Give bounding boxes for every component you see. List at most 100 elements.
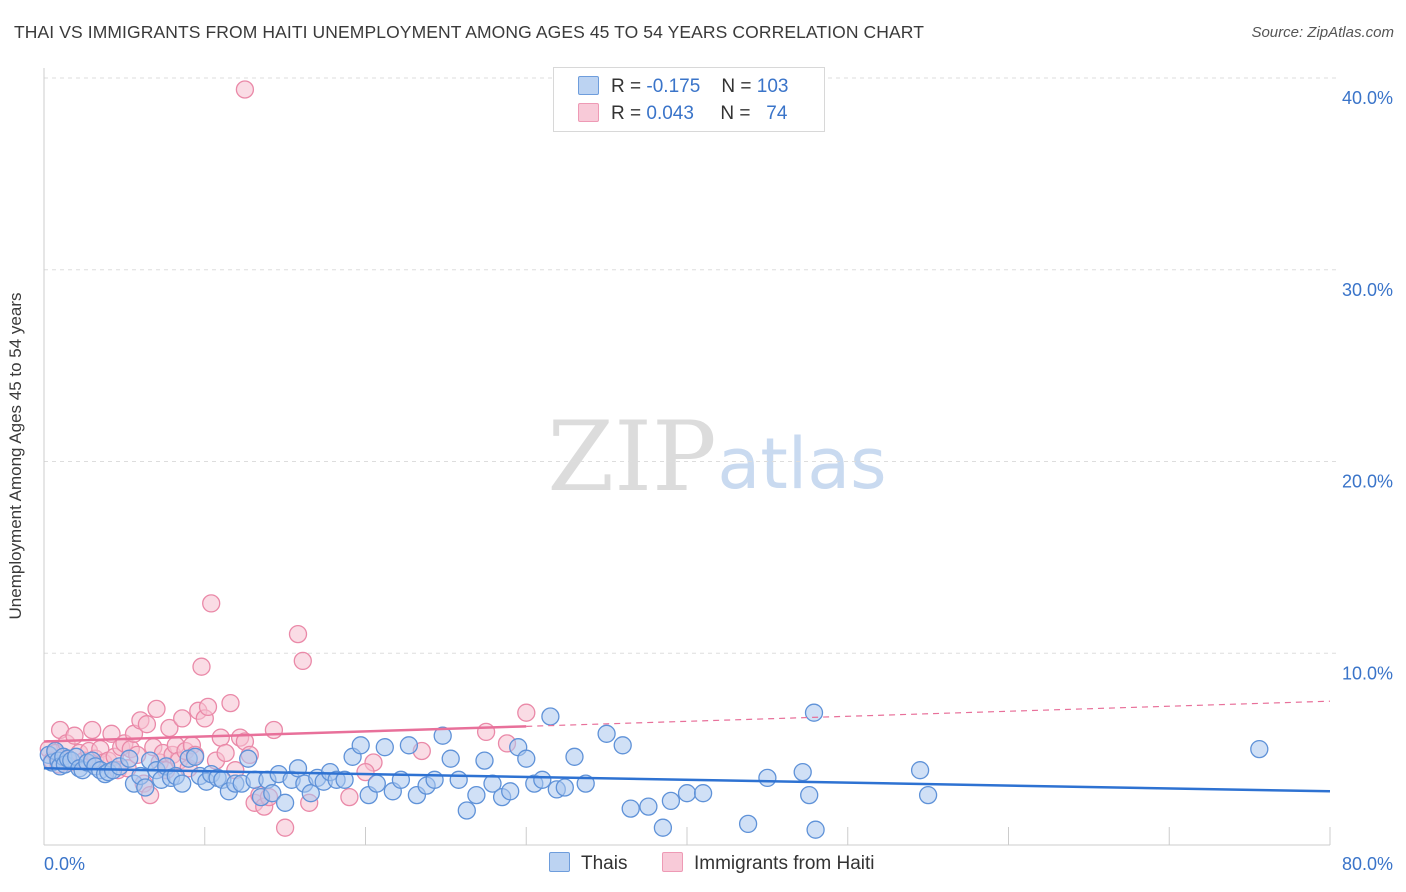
- data-point-thais: [597, 724, 616, 743]
- data-point-thais: [738, 814, 758, 834]
- data-point-thais: [433, 726, 452, 745]
- y-tick-labels: 10.0% 20.0% 30.0% 40.0%: [1342, 88, 1393, 683]
- data-point-thais: [399, 736, 419, 755]
- data-point-thais: [793, 762, 812, 782]
- data-point-thais: [576, 774, 595, 793]
- data-point-thais: [335, 770, 354, 789]
- y-tick-label: 20.0%: [1342, 472, 1393, 492]
- legend-r-label: R =: [611, 76, 642, 97]
- data-point-thais: [693, 784, 713, 803]
- x-tick-label-min: 0.0%: [44, 854, 85, 874]
- data-point-thais: [457, 801, 476, 820]
- series-legend-thais: Thais: [549, 852, 627, 875]
- data-point-thais: [677, 784, 697, 803]
- y-tick-label: 40.0%: [1342, 88, 1393, 108]
- legend-r-value-haiti: 0.043: [646, 103, 694, 124]
- data-point-thais: [758, 768, 777, 788]
- data-point-thais: [351, 736, 370, 755]
- data-point-thais: [185, 747, 205, 766]
- data-point-thais: [501, 782, 520, 801]
- data-point-haiti: [275, 818, 295, 837]
- data-point-thais: [613, 736, 632, 755]
- data-point-thais: [804, 703, 824, 722]
- trend-line-haiti: [43, 725, 527, 743]
- data-point-thais: [661, 791, 681, 811]
- source-credit: Source: ZipAtlas.com: [1251, 24, 1394, 41]
- data-point-thais: [425, 770, 444, 789]
- data-point-haiti: [476, 722, 496, 742]
- data-point-thais: [275, 793, 295, 812]
- x-tick-labels: 0.0% 80.0%: [44, 854, 1393, 874]
- x-tick-label-max: 80.0%: [1342, 854, 1393, 874]
- data-point-thais: [918, 785, 938, 805]
- legend-n-label: N =: [720, 103, 751, 124]
- data-point-thais: [449, 770, 468, 789]
- data-point-haiti: [173, 709, 192, 728]
- legend-swatch-haiti: [578, 103, 599, 122]
- watermark-zip: ZIP: [547, 401, 716, 513]
- data-point-haiti: [198, 697, 218, 717]
- haiti-points: [39, 80, 536, 837]
- y-tick-label: 10.0%: [1342, 663, 1393, 683]
- trend-lines: [43, 700, 1331, 793]
- watermark-atlas: atlas: [717, 423, 886, 505]
- y-tick-label: 30.0%: [1342, 280, 1393, 300]
- data-point-thais: [239, 749, 258, 768]
- data-point-thais: [375, 738, 394, 757]
- data-point-haiti: [221, 693, 240, 713]
- legend-row-haiti: R = 0.043 N = 74: [578, 103, 787, 127]
- data-point-thais: [533, 770, 552, 789]
- series-legend-thais-label: Thais: [581, 853, 628, 874]
- data-point-haiti: [216, 743, 235, 763]
- legend-swatch-thais: [578, 76, 599, 95]
- data-point-haiti: [264, 720, 284, 740]
- data-point-haiti: [356, 762, 375, 782]
- data-point-haiti: [137, 715, 157, 734]
- data-point-thais: [800, 785, 819, 805]
- legend-n-value-haiti: 74: [766, 103, 788, 124]
- data-point-thais: [1250, 739, 1269, 759]
- data-point-thais: [541, 707, 560, 726]
- data-point-thais: [806, 820, 825, 839]
- data-point-thais: [367, 774, 386, 793]
- legend-r-label: R =: [611, 103, 642, 124]
- data-point-haiti: [83, 720, 102, 740]
- data-point-thais: [441, 749, 460, 768]
- data-point-thais: [653, 818, 673, 837]
- data-point-haiti: [288, 624, 308, 644]
- data-point-thais: [621, 799, 640, 818]
- thais-points: [39, 703, 1269, 839]
- axes: [43, 68, 1331, 846]
- data-point-haiti: [340, 787, 359, 807]
- trend-line-thais: [43, 767, 1331, 793]
- gridlines: [44, 77, 1338, 654]
- data-point-thais: [639, 797, 658, 816]
- trend-line-haiti-extension: [526, 700, 1331, 727]
- series-swatch-haiti: [662, 852, 683, 872]
- data-point-haiti: [192, 657, 211, 676]
- data-point-haiti: [211, 728, 230, 747]
- y-axis-label: Unemployment Among Ages 45 to 54 years: [6, 292, 25, 620]
- legend-r-value-thais: -0.175: [646, 76, 701, 97]
- correlation-legend: R = -0.175 N = 103 R = 0.043 N = 74: [553, 67, 825, 132]
- series-legend-haiti: Immigrants from Haiti: [662, 852, 875, 875]
- data-point-thais: [301, 784, 320, 803]
- legend-row-thais: R = -0.175 N = 103: [578, 76, 788, 100]
- data-point-thais: [565, 747, 584, 766]
- series-legend: Thais Immigrants from Haiti: [0, 852, 1406, 878]
- watermark: ZIP atlas: [547, 401, 886, 513]
- data-point-thais: [475, 751, 494, 770]
- data-point-haiti: [235, 80, 255, 99]
- data-point-thais: [263, 784, 282, 803]
- data-point-haiti: [293, 651, 312, 671]
- data-point-thais: [517, 749, 536, 768]
- data-point-thais: [910, 761, 930, 780]
- data-point-thais: [173, 774, 192, 793]
- legend-n-label: N =: [721, 76, 752, 97]
- series-swatch-thais: [549, 852, 570, 872]
- data-point-thais: [288, 759, 308, 778]
- data-point-thais: [120, 749, 139, 768]
- data-point-haiti: [202, 594, 221, 613]
- data-point-thais: [467, 785, 486, 805]
